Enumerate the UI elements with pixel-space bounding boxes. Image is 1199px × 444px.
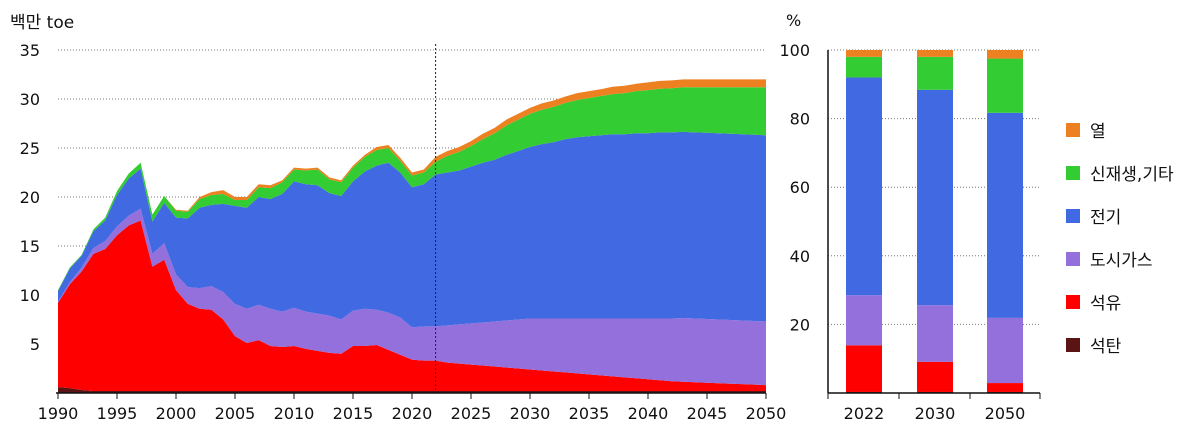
x-tick-label: 2015 bbox=[333, 404, 374, 423]
area-chart-layers bbox=[58, 79, 766, 393]
area-series bbox=[58, 131, 766, 328]
legend-label: 석유 bbox=[1090, 294, 1122, 314]
x-tick-label: 2000 bbox=[156, 404, 197, 423]
x-tick-label: 2030 bbox=[915, 404, 956, 423]
legend-swatch bbox=[1066, 122, 1080, 137]
x-tick-label: 2035 bbox=[569, 404, 610, 423]
legend-swatch bbox=[1066, 208, 1080, 223]
legend-swatch bbox=[1066, 337, 1080, 352]
x-tick-label: 2025 bbox=[451, 404, 492, 423]
bar-segment bbox=[917, 89, 953, 306]
area-series bbox=[58, 220, 766, 392]
bar-segment bbox=[917, 305, 953, 362]
legend-label: 도시가스 bbox=[1090, 251, 1153, 271]
legend-item: 신재생,기타 bbox=[1066, 161, 1174, 185]
area-series bbox=[58, 87, 766, 292]
x-tick-label: 2045 bbox=[687, 404, 728, 423]
legend-item: 석탄 bbox=[1066, 333, 1174, 357]
bar-segment bbox=[987, 50, 1023, 59]
bar-segment bbox=[917, 50, 953, 57]
bar-segment bbox=[846, 56, 882, 78]
y-tick-label: 20 bbox=[20, 188, 40, 207]
legend-item: 석유 bbox=[1066, 290, 1174, 314]
x-tick-label: 2030 bbox=[510, 404, 551, 423]
x-tick-label: 2050 bbox=[746, 404, 787, 423]
bar-segment bbox=[917, 361, 953, 392]
area-series bbox=[58, 208, 766, 386]
y-tick-label: 25 bbox=[20, 139, 40, 158]
y-tick-label: 10 bbox=[20, 286, 40, 305]
legend-swatch bbox=[1066, 165, 1080, 180]
x-tick-label: 2010 bbox=[274, 404, 315, 423]
legend-label: 전기 bbox=[1090, 208, 1122, 228]
bar-chart-y-unit: % bbox=[786, 11, 801, 30]
bar-segment bbox=[987, 383, 1023, 392]
legend-label: 신재생,기타 bbox=[1090, 165, 1174, 185]
bar-segment bbox=[846, 50, 882, 57]
bar-segment bbox=[987, 112, 1023, 318]
area-chart-grid: 5 10 15 20 25 30 35 bbox=[20, 41, 766, 354]
area-chart-axes: 1990 1995 2000 2005 2010 2015 2020 2025 2030 2035… bbox=[38, 44, 787, 423]
y-tick-label: 100 bbox=[779, 41, 810, 60]
x-tick-label: 2020 bbox=[392, 404, 433, 423]
legend-label: 열 bbox=[1090, 122, 1106, 142]
x-tick-label: 2040 bbox=[628, 404, 669, 423]
x-tick-label: 1995 bbox=[97, 404, 138, 423]
x-tick-label: 2022 bbox=[844, 404, 885, 423]
area-chart-y-unit: 백만 toe bbox=[10, 13, 74, 33]
bar-segment bbox=[846, 77, 882, 296]
y-tick-label: 5 bbox=[30, 335, 40, 354]
legend-item: 전기 bbox=[1066, 204, 1174, 228]
legend-swatch bbox=[1066, 294, 1080, 309]
bar-chart-stacks bbox=[846, 50, 1023, 393]
y-tick-label: 40 bbox=[790, 247, 810, 266]
x-tick-label: 1990 bbox=[38, 404, 79, 423]
bar-segment bbox=[987, 58, 1023, 113]
bar-segment bbox=[846, 345, 882, 392]
legend-item: 도시가스 bbox=[1066, 247, 1174, 271]
bar-segment bbox=[987, 317, 1023, 384]
bar-segment bbox=[846, 295, 882, 346]
bar-chart-axes: 2022 2030 2050 bbox=[827, 50, 1041, 423]
y-tick-label: 60 bbox=[790, 178, 810, 197]
y-tick-label: 80 bbox=[790, 110, 810, 129]
x-tick-label: 2050 bbox=[985, 404, 1026, 423]
y-tick-label: 30 bbox=[20, 90, 40, 109]
area-series bbox=[58, 387, 766, 393]
legend-swatch bbox=[1066, 251, 1080, 266]
y-tick-label: 35 bbox=[20, 41, 40, 60]
x-tick-label: 2005 bbox=[215, 404, 256, 423]
y-tick-label: 20 bbox=[790, 315, 810, 334]
legend-label: 석탄 bbox=[1090, 337, 1122, 357]
bar-segment bbox=[917, 56, 953, 90]
legend-item: 열 bbox=[1066, 118, 1174, 142]
y-tick-label: 15 bbox=[20, 237, 40, 256]
